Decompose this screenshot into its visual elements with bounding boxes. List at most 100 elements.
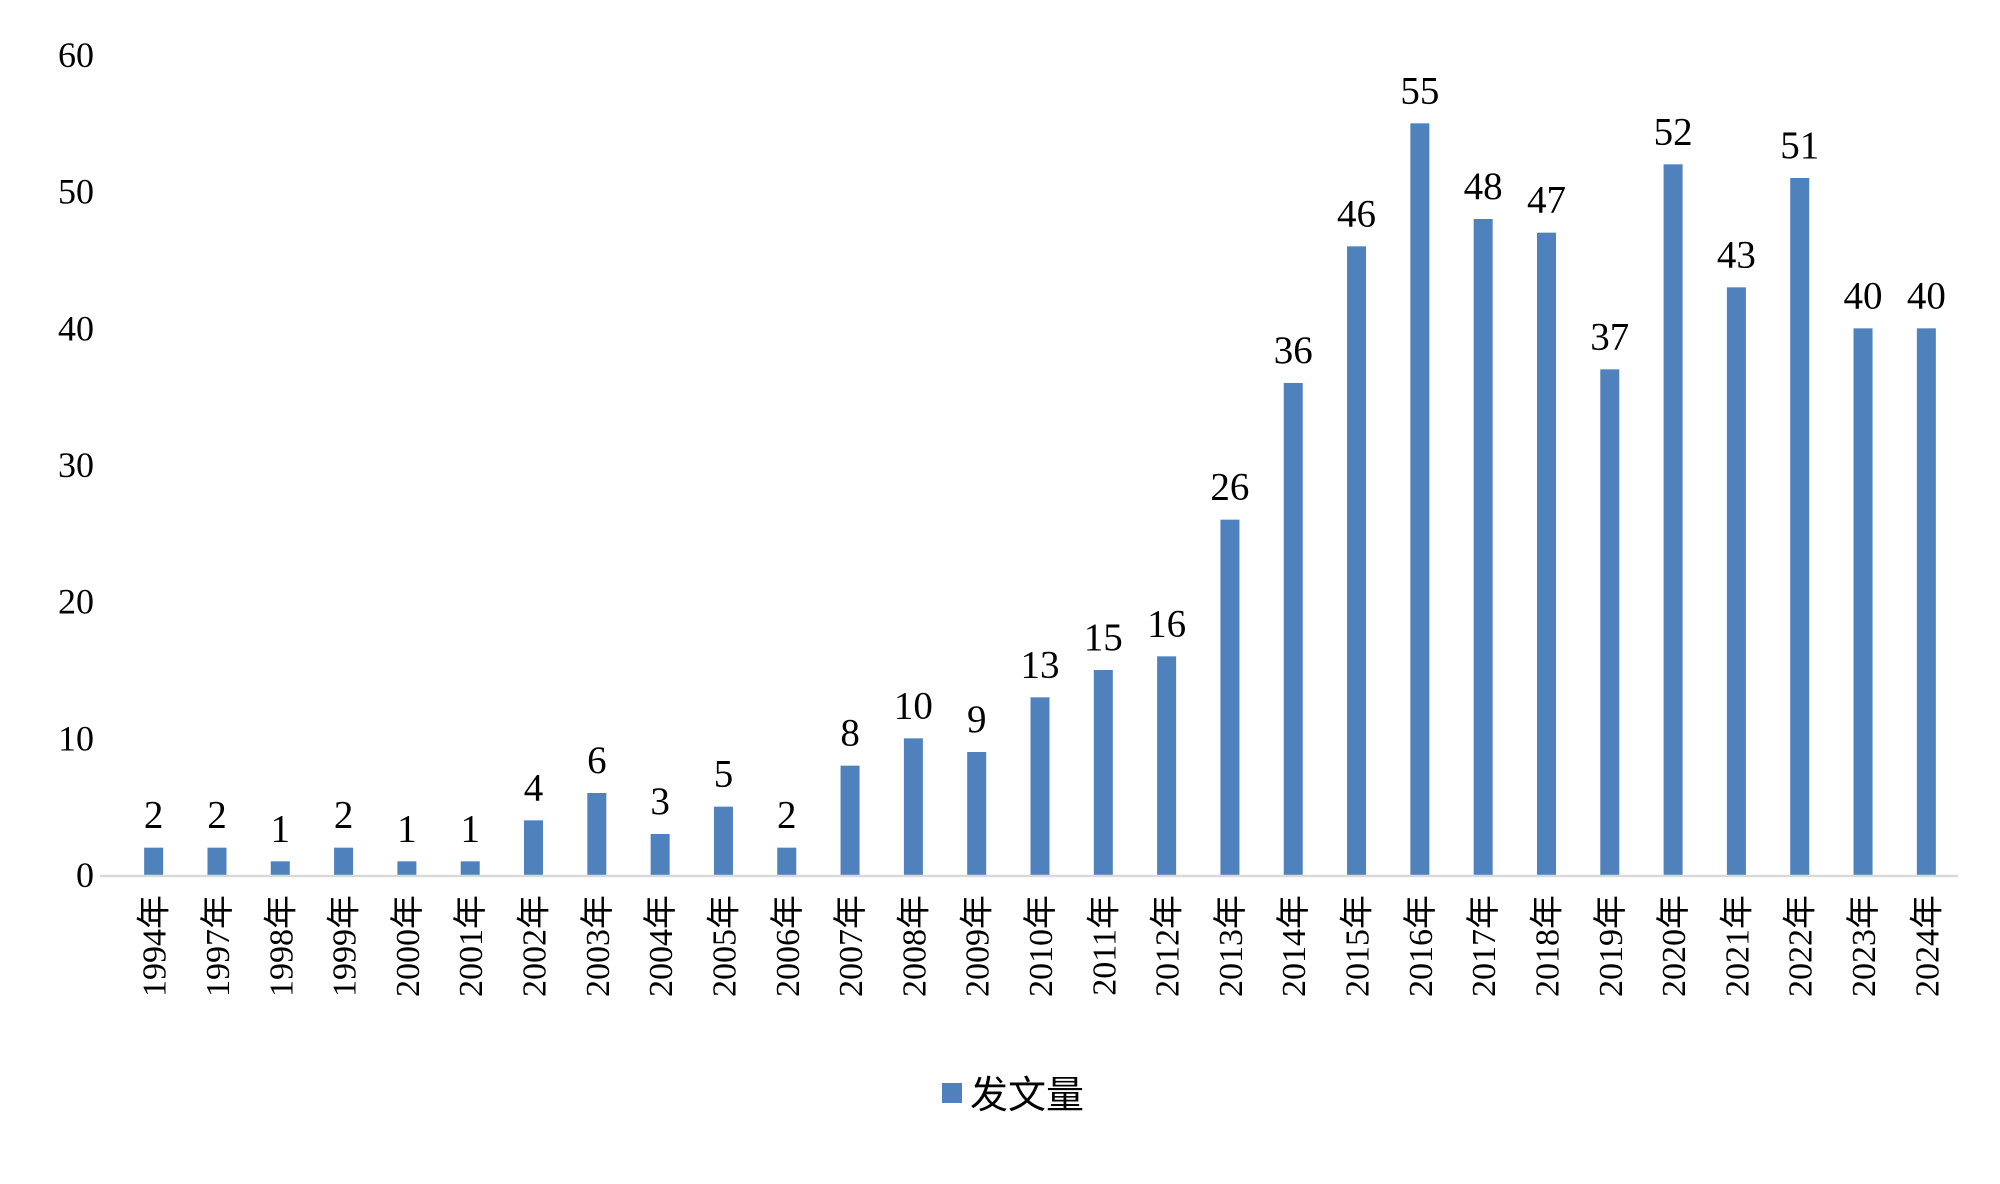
y-tick-label: 0	[76, 855, 94, 895]
bar	[1600, 369, 1620, 875]
y-tick-label: 50	[58, 172, 94, 212]
bar	[524, 820, 544, 875]
data-label: 4	[524, 766, 544, 809]
bar	[1536, 232, 1556, 875]
bar	[903, 738, 923, 875]
x-tick-label: 2017年	[1465, 895, 1503, 997]
y-tick-label: 20	[58, 582, 94, 622]
data-label: 5	[714, 753, 734, 796]
bars	[144, 123, 1936, 876]
x-tick-label: 2023年	[1845, 895, 1883, 997]
data-label: 48	[1464, 165, 1503, 208]
x-tick-label: 1997年	[199, 895, 237, 997]
x-tick-label: 2015年	[1339, 895, 1377, 997]
bar	[460, 861, 480, 875]
x-tick-label: 2010年	[1022, 895, 1060, 997]
bar	[1283, 383, 1303, 875]
x-tick-label: 2022年	[1782, 895, 1820, 997]
x-tick-label: 2011年	[1085, 895, 1123, 996]
x-tick-label: 1998年	[262, 895, 300, 997]
legend-swatch	[942, 1083, 962, 1103]
data-label: 1	[460, 807, 480, 850]
data-label: 1	[271, 807, 291, 850]
data-label: 8	[840, 712, 860, 755]
data-label: 46	[1337, 192, 1376, 235]
x-tick-label: 2006年	[769, 895, 807, 997]
data-label: 3	[650, 780, 670, 823]
bar	[1663, 164, 1683, 876]
x-tick-label: 2021年	[1718, 895, 1756, 997]
data-label: 16	[1147, 602, 1186, 645]
bar	[397, 861, 417, 875]
x-tick-label: 2020年	[1655, 895, 1693, 997]
bar	[270, 861, 290, 875]
data-label: 6	[587, 739, 607, 782]
data-label: 15	[1084, 616, 1123, 659]
bar	[1473, 219, 1493, 875]
data-label: 51	[1780, 124, 1819, 167]
data-label: 1	[397, 807, 417, 850]
bar	[1916, 328, 1936, 875]
data-label: 37	[1590, 315, 1629, 358]
data-label: 47	[1527, 179, 1566, 222]
data-label: 2	[334, 794, 354, 837]
data-label: 13	[1021, 643, 1060, 686]
bar	[1853, 328, 1873, 875]
bar	[1726, 287, 1746, 875]
bar	[207, 847, 227, 875]
x-tick-label: 2003年	[579, 895, 617, 997]
bar	[1410, 123, 1430, 876]
data-label: 40	[1907, 274, 1946, 317]
bar	[650, 834, 670, 875]
x-tick-label: 2005年	[705, 895, 743, 997]
x-tick-label: 2024年	[1908, 895, 1946, 997]
bar	[1157, 656, 1177, 875]
data-label: 36	[1274, 329, 1313, 372]
bar	[1093, 670, 1113, 875]
legend-label: 发文量	[970, 1073, 1084, 1117]
data-label: 26	[1210, 466, 1249, 509]
x-axis-category-labels: 1994年 1997年 1998年 1999年 2000年 2001年 2002年 2003年…	[136, 895, 1947, 997]
x-tick-label: 2013年	[1212, 895, 1250, 997]
data-label: 9	[967, 698, 987, 741]
x-tick-label: 2012年	[1149, 895, 1187, 997]
x-tick-label: 1999年	[326, 895, 364, 997]
x-tick-label: 2004年	[642, 895, 680, 997]
y-tick-label: 40	[58, 308, 94, 348]
bar	[1347, 246, 1367, 876]
data-label: 2	[207, 794, 227, 837]
y-tick-label: 30	[58, 445, 94, 485]
bar	[777, 847, 797, 875]
x-tick-label: 2007年	[832, 895, 870, 997]
data-label: 40	[1844, 274, 1883, 317]
x-tick-label: 1994年	[136, 895, 174, 997]
data-label: 2	[144, 794, 164, 837]
bar	[1790, 178, 1810, 875]
x-tick-label: 2014年	[1275, 895, 1313, 997]
x-tick-label: 2008年	[895, 895, 933, 997]
bar	[840, 765, 860, 875]
x-tick-label: 2001年	[452, 895, 490, 997]
x-tick-label: 2000年	[389, 895, 427, 997]
x-tick-label: 2018年	[1528, 895, 1566, 997]
x-tick-label: 2019年	[1592, 895, 1630, 997]
legend: 发文量	[942, 1073, 1084, 1117]
bar	[967, 752, 987, 875]
bar	[334, 847, 354, 875]
y-axis-ticks: 0 10 20 30 40 50 60	[58, 35, 94, 895]
data-label: 2	[777, 794, 797, 837]
bar	[587, 793, 607, 875]
data-label: 52	[1654, 110, 1693, 153]
x-tick-label: 2009年	[959, 895, 997, 997]
bar	[1030, 697, 1050, 875]
x-tick-label: 2016年	[1402, 895, 1440, 997]
bar	[144, 847, 164, 875]
bar	[1220, 519, 1240, 875]
y-tick-label: 10	[58, 718, 94, 758]
data-label: 43	[1717, 233, 1756, 276]
x-tick-label: 2002年	[516, 895, 554, 997]
bar	[713, 806, 733, 875]
data-label: 55	[1400, 69, 1439, 112]
